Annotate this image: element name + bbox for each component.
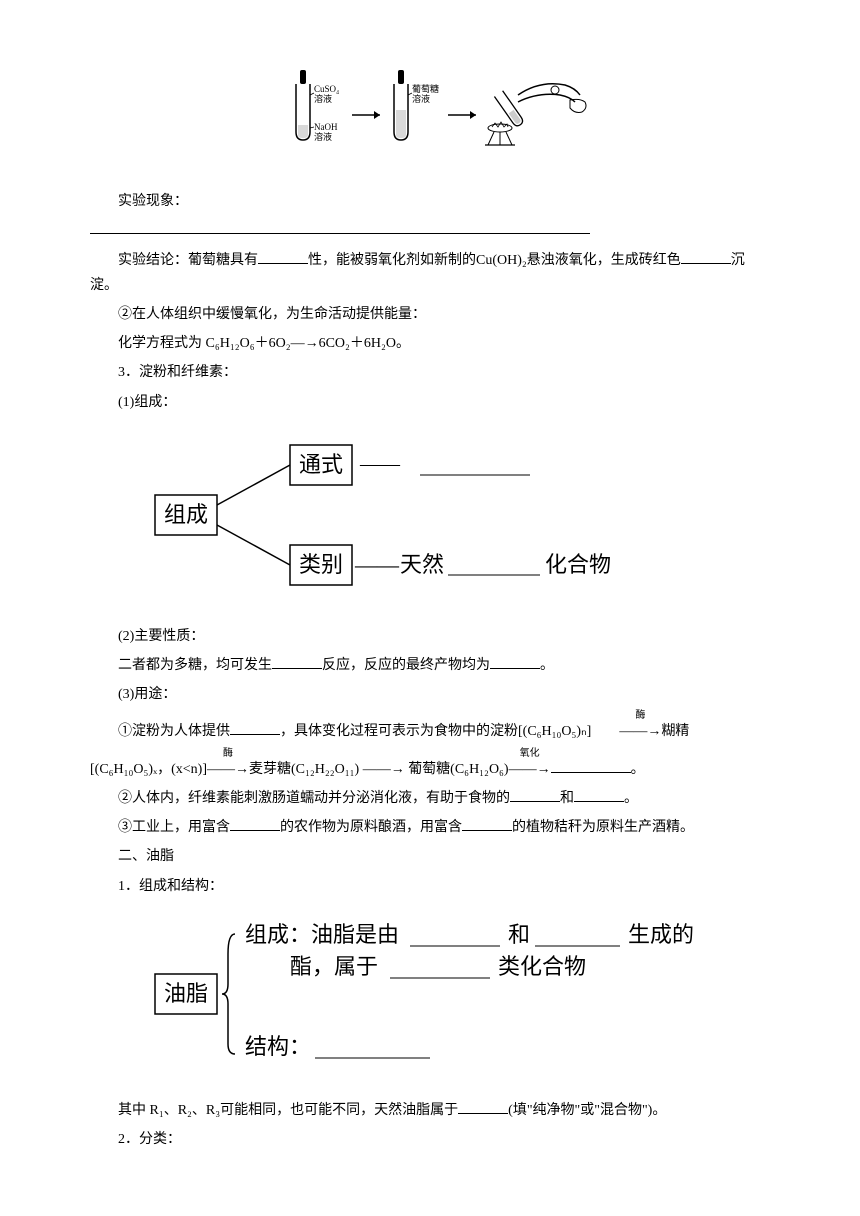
oil-diagram: 油脂 组成：油脂是由 和 生成的 酯，属于 类化合物 结构： xyxy=(150,914,770,1083)
tube1-bottom-label2: 溶液 xyxy=(314,131,332,142)
oil-ester-prefix: 酯，属于 xyxy=(290,954,378,979)
phenomenon-label: 实验现象： xyxy=(90,189,770,214)
use2-suffix: 。 xyxy=(624,791,638,806)
oil-generated: 生成的 xyxy=(628,922,694,947)
maltose-text: 麦芽糖(C₁₂H₂₂O₁₁) xyxy=(249,762,359,777)
use3-line: ③工业上，用富含 的农作物为原料酿酒，用富含 的植物秸秆为原料生产酒精。 xyxy=(90,815,770,840)
use3-mid: 的农作物为原料酿酒，用富含 xyxy=(280,820,462,835)
use2-prefix: ②人体内，纤维素能刺激肠道蠕动并分泌消化液，有助于食物的 xyxy=(118,791,510,806)
chem-equation: 化学方程式为 C₆H₁₂O₆＋6O₂―→6CO₂＋6H₂O。 xyxy=(90,331,770,356)
use1-suffix: 糊精 xyxy=(661,724,689,739)
oil-note-prefix: 其中 R₁、R₂、R₃可能相同，也可能不同，天然油脂属于 xyxy=(118,1103,458,1118)
use3-suffix: 的植物秸秆为原料生产酒精。 xyxy=(512,820,694,835)
enzyme-label: 酶 xyxy=(591,707,661,725)
oil-note: 其中 R₁、R₂、R₃可能相同，也可能不同，天然油脂属于 (填"纯净物"或"混合物… xyxy=(90,1098,770,1123)
heating-setup xyxy=(485,84,586,145)
oil-structure: 结构： xyxy=(245,1034,311,1059)
conclusion-mid: 性，能被弱氧化剂如新制的Cu(OH)₂悬浊液氧化，生成砖红色 xyxy=(308,253,681,268)
property-mid: 反应，反应的最终产物均为 xyxy=(322,658,490,673)
box-oil: 油脂 xyxy=(164,981,208,1006)
use2-line: ②人体内，纤维素能刺激肠道蠕动并分泌消化液，有助于食物的 和 。 xyxy=(90,786,770,811)
compound-text: 化合物 xyxy=(545,552,611,577)
use1-prefix: ①淀粉为人体提供 xyxy=(118,724,230,739)
section3-sub2: (2)主要性质： xyxy=(90,624,770,649)
oil-and: 和 xyxy=(508,922,530,947)
section3-sub1: (1)组成： xyxy=(90,390,770,415)
use1-line1: ①淀粉为人体提供，具体变化过程可表示为食物中的淀粉[(C₆H₁₀O₅)ₙ]酶――… xyxy=(90,719,770,744)
section3-title: 3．淀粉和纤维素： xyxy=(90,360,770,385)
conclusion-line: 实验结论：葡萄糖具有 性，能被弱氧化剂如新制的Cu(OH)₂悬浊液氧化，生成砖红色… xyxy=(90,248,770,298)
use1-line2-prefix: [(C₆H₁₀O₅)ₓ，(x<n)] xyxy=(90,762,207,777)
tube1-top-label: CuSO₄ xyxy=(314,84,339,94)
natural-text: 天然 xyxy=(400,552,444,577)
oil-sub1: 1．组成和结构： xyxy=(90,874,770,899)
oil-comp-prefix: 组成：油脂是由 xyxy=(245,922,399,947)
composition-diagram: 组成 通式 —— 类别 —— 天然 化合物 xyxy=(150,430,770,609)
enzyme-label2: 酶 xyxy=(207,745,249,763)
oxidation-item: ②在人体组织中缓慢氧化，为生命活动提供能量： xyxy=(90,302,770,327)
svg-text:——: —— xyxy=(354,552,400,577)
box-composition: 组成 xyxy=(164,502,208,527)
use3-prefix: ③工业上，用富含 xyxy=(118,820,230,835)
oxidation-label: 氧化 xyxy=(509,745,551,763)
oil-note-suffix: (填"纯净物"或"混合物")。 xyxy=(508,1103,666,1118)
glucose-text: 葡萄糖(C₆H₁₂O₆) xyxy=(408,762,508,777)
use1-mid: ，具体变化过程可表示为食物中的淀粉[(C₆H₁₀O₅)ₙ] xyxy=(280,724,591,739)
use2-and: 和 xyxy=(560,791,574,806)
property-suffix: 。 xyxy=(540,658,554,673)
box-category: 类别 xyxy=(299,552,343,577)
tube2-top-label2: 溶液 xyxy=(412,93,430,104)
phenomenon-blank xyxy=(90,218,770,243)
use1-line2: [(C₆H₁₀O₅)ₓ，(x<n)]酶――→麦芽糖(C₁₂H₂₂O₁₁) ――→… xyxy=(90,757,770,782)
conclusion-prefix: 实验结论：葡萄糖具有 xyxy=(118,253,258,268)
tube2-top-label: 葡萄糖 xyxy=(412,83,439,94)
box-formula: 通式 xyxy=(299,452,343,477)
tube1-bottom-label: NaOH xyxy=(314,122,338,132)
section3-sub3: (3)用途： xyxy=(90,682,770,707)
use1-end: 。 xyxy=(631,762,645,777)
oil-sub2: 2．分类： xyxy=(90,1127,770,1152)
oil-title: 二、油脂 xyxy=(90,844,770,869)
dash1: —— xyxy=(359,453,401,475)
experiment-diagram: CuSO₄ 溶液 NaOH 溶液 葡萄糖 溶液 xyxy=(90,60,770,169)
tube1-top-label2: 溶液 xyxy=(314,93,332,104)
property-line: 二者都为多糖，均可发生 反应，反应的最终产物均为 。 xyxy=(90,653,770,678)
property-prefix: 二者都为多糖，均可发生 xyxy=(118,658,272,673)
oil-ester-suffix: 类化合物 xyxy=(498,954,586,979)
